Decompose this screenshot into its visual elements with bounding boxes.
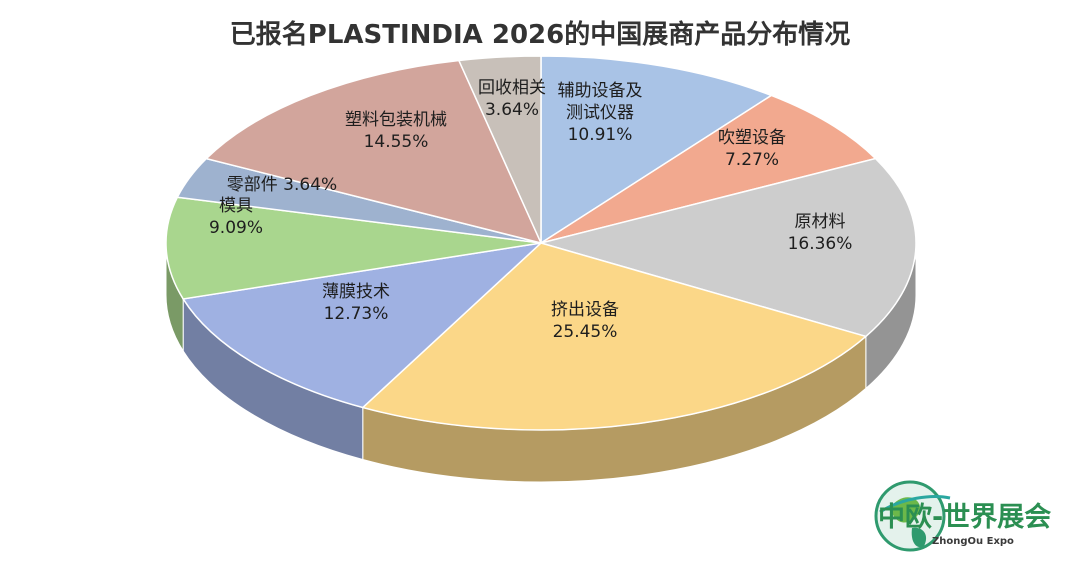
- pie-label-0: 辅助设备及测试仪器 10.91%: [558, 81, 643, 145]
- expo-logo-sub: ZhongOu Expo: [932, 536, 1014, 547]
- pie-slice-4: [181, 241, 544, 409]
- pie-label-4: 薄膜技术 12.73%: [322, 282, 390, 324]
- pie-label-1: 吹塑设备 7.27%: [718, 128, 786, 170]
- pie-label-3: 挤出设备 25.45%: [551, 300, 619, 342]
- pie-slice-7: [204, 59, 543, 245]
- pie-label-2: 原材料 16.36%: [788, 212, 853, 254]
- chart-title: 已报名PLASTINDIA 2026的中国展商产品分布情况: [229, 20, 851, 50]
- globe-icon: [874, 480, 951, 552]
- pie-labels: 辅助设备及测试仪器 10.91% 吹塑设备 7.27%原材料 16.36% 挤出设备 25.…: [209, 78, 852, 342]
- pie-slice-3: [361, 242, 868, 431]
- pie-slice-0: [540, 55, 773, 245]
- expo-logo-main: 中欧-世界展会: [878, 502, 1051, 533]
- pie-slice-5: [165, 196, 542, 300]
- pie-label-7: 塑料包装机械 14.55%: [345, 110, 447, 152]
- pie-slice-1: [540, 94, 878, 244]
- pie-slices: [165, 55, 917, 431]
- pie-label-5: 模具 9.09%: [209, 196, 263, 238]
- pie-label-6: 零部件 3.64%: [227, 175, 337, 195]
- pie-label-8: 回收相关 3.64%: [478, 78, 546, 120]
- expo-logo: 中欧-世界展会 ZhongOu Expo: [874, 480, 1051, 552]
- pie-slice-8: [457, 55, 542, 244]
- pie-slice-2: [538, 157, 917, 338]
